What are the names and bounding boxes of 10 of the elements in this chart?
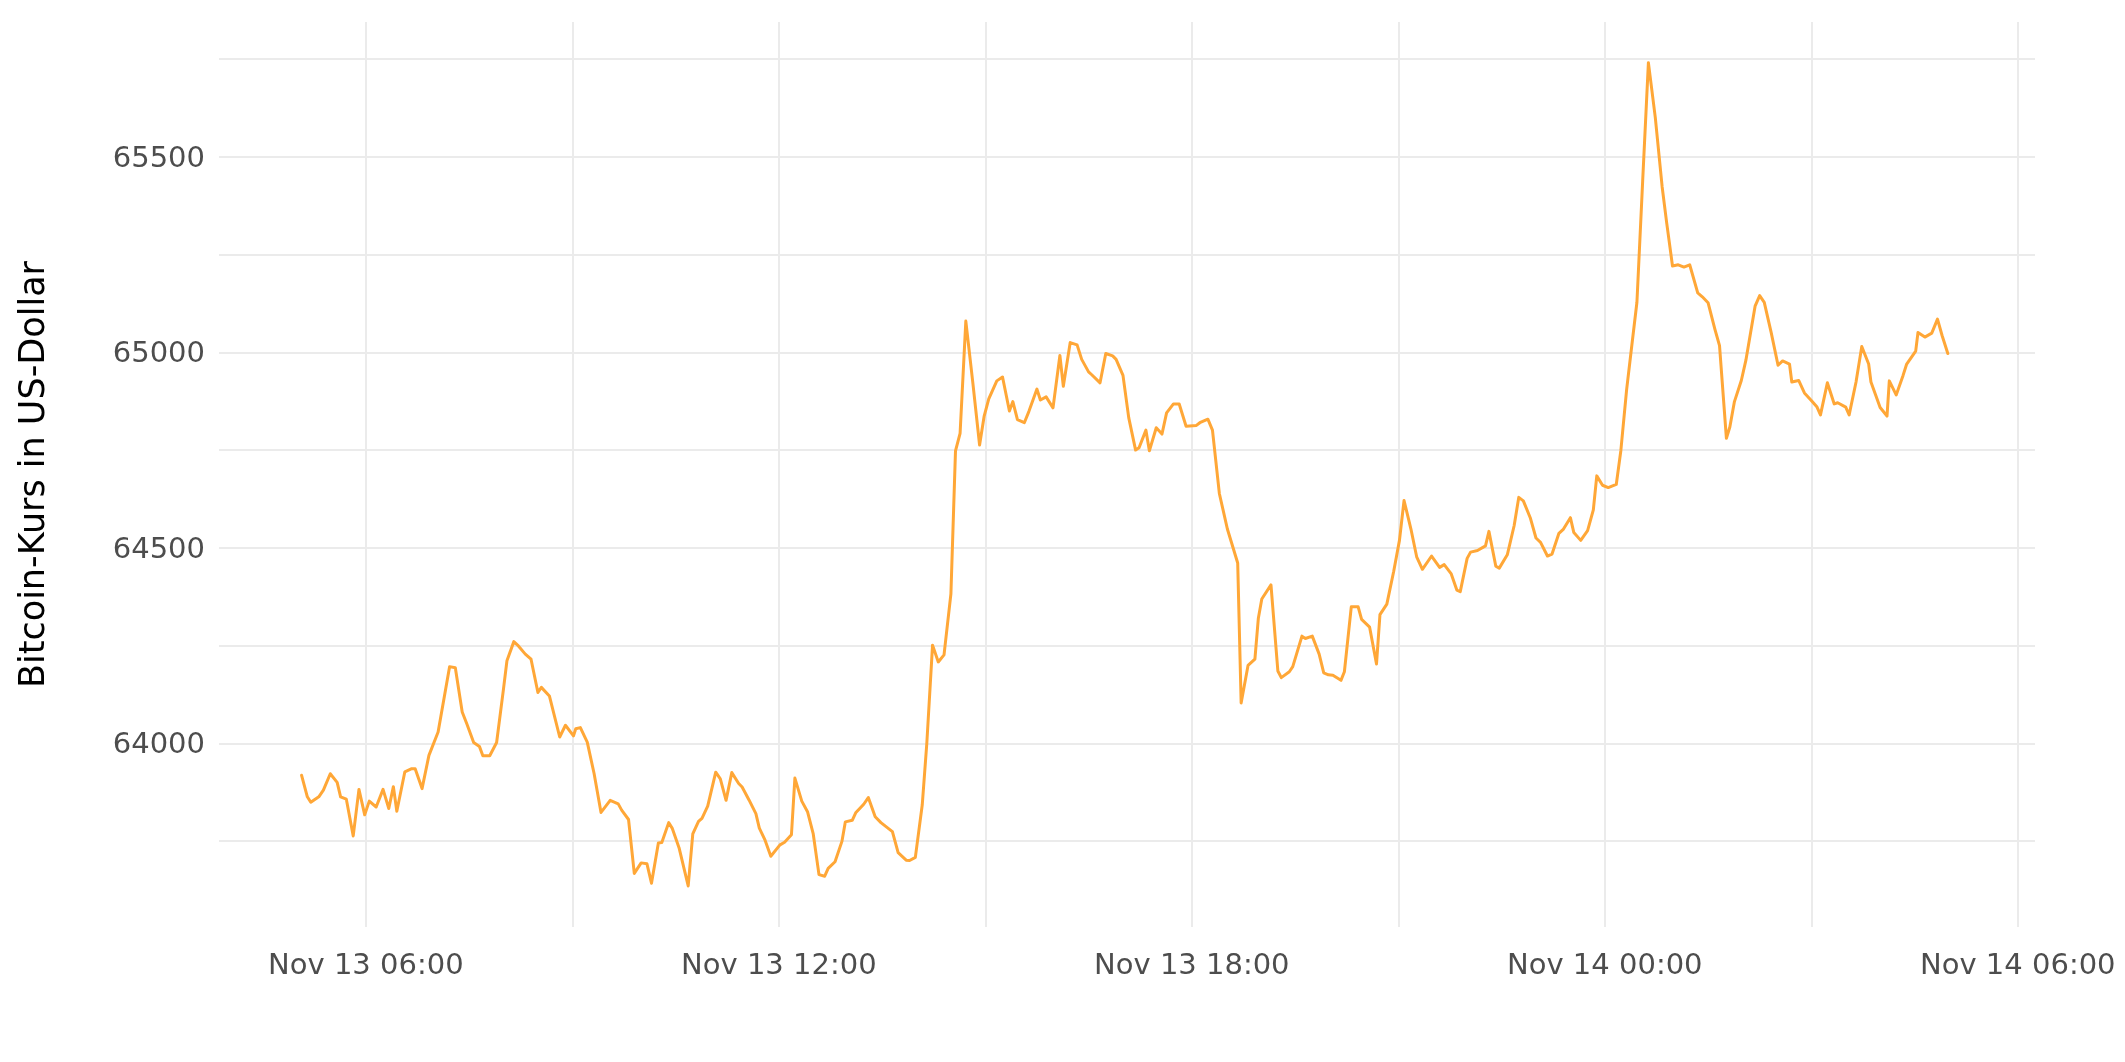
x-tick-label: Nov 13 12:00 bbox=[681, 946, 877, 981]
x-tick-label: Nov 13 06:00 bbox=[268, 946, 464, 981]
y-axis-title: Bitcoin-Kurs in US-Dollar bbox=[11, 260, 52, 688]
y-tick-label: 65500 bbox=[112, 139, 205, 174]
y-tick-label: 65000 bbox=[112, 335, 205, 370]
x-tick-label: Nov 13 18:00 bbox=[1094, 946, 1290, 981]
y-tick-label: 64500 bbox=[112, 530, 205, 565]
x-tick-label: Nov 14 06:00 bbox=[1920, 946, 2116, 981]
x-tick-label: Nov 14 00:00 bbox=[1507, 946, 1703, 981]
y-tick-label: 64000 bbox=[112, 726, 205, 761]
